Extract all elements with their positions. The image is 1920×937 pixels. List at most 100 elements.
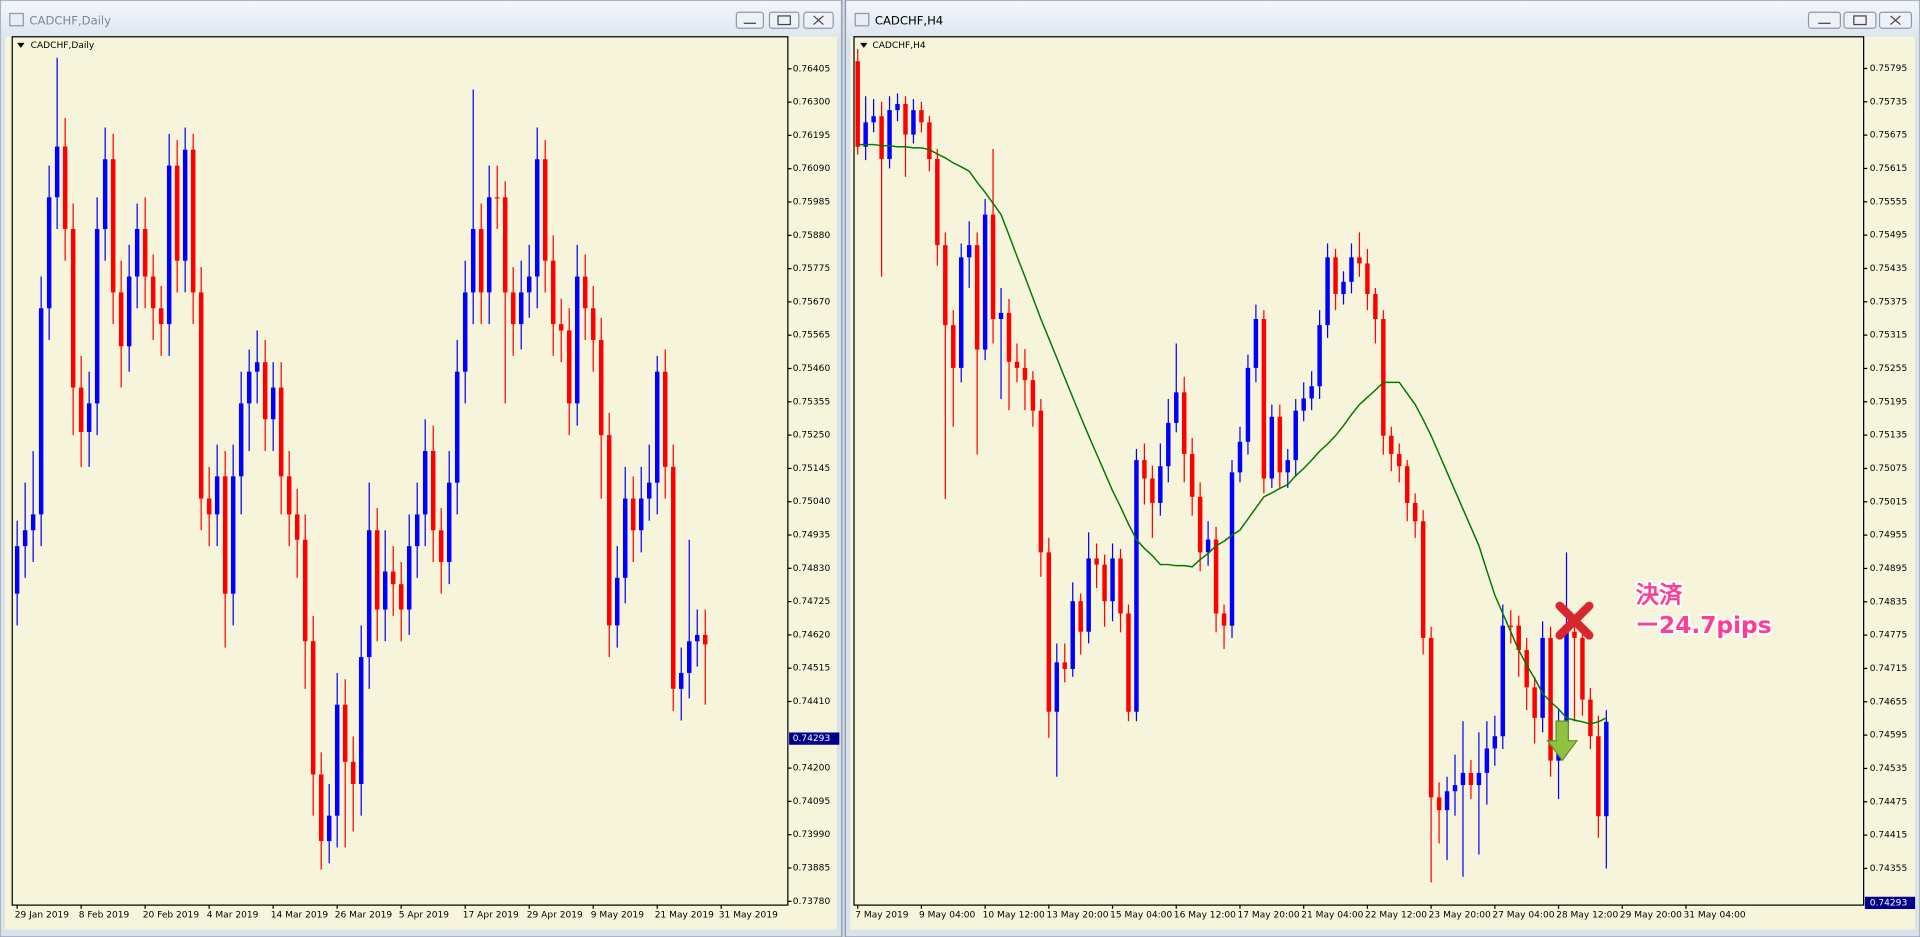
y-tick-label: 0.73885	[793, 864, 830, 874]
y-tick-label: 0.75355	[793, 397, 830, 407]
candle-body	[1476, 772, 1482, 786]
candle-body	[1548, 637, 1553, 761]
candle-body	[1404, 466, 1410, 503]
candle-body	[134, 228, 140, 277]
candle-body	[982, 214, 988, 350]
minimize-button[interactable]	[1807, 11, 1841, 29]
chart-title: CADCHF,Daily	[31, 41, 95, 51]
title-bar[interactable]	[846, 1, 1919, 39]
candle-body	[1389, 435, 1394, 455]
candle-body	[686, 641, 692, 673]
candle-body	[1014, 361, 1020, 368]
x-tick-label: 29 Apr 2019	[527, 910, 583, 920]
collapse-icon[interactable]	[860, 42, 868, 48]
window-icon	[854, 12, 870, 27]
candle-body	[118, 292, 124, 347]
candle-body	[566, 330, 572, 404]
y-tick-label: 0.74725	[793, 597, 830, 607]
candle-body	[518, 292, 524, 325]
x-tick-label: 29 May 20:00	[1620, 910, 1682, 920]
candle-body	[1118, 558, 1123, 614]
candle-body	[358, 657, 364, 784]
candle-body	[1349, 257, 1354, 282]
window-title: CADCHF,H4	[875, 13, 943, 27]
y-tick-label: 0.75565	[793, 331, 830, 341]
candle-body	[270, 387, 276, 420]
x-tick-label: 22 May 12:00	[1365, 910, 1427, 920]
candle-body	[582, 276, 588, 309]
x-tick-label: 9 May 2019	[591, 910, 645, 920]
y-tick-label: 0.75675	[1870, 131, 1907, 141]
x-icon	[1555, 601, 1594, 640]
candle-body	[1381, 319, 1386, 436]
candle-body	[1444, 791, 1450, 811]
candle-body	[30, 514, 36, 531]
y-tick-label: 0.75015	[1870, 497, 1907, 507]
candle-body	[46, 197, 52, 309]
candle-body	[438, 530, 444, 562]
y-tick-label: 0.76195	[793, 131, 830, 141]
candle-body	[350, 761, 356, 784]
candle-body	[262, 362, 268, 420]
minimize-button[interactable]	[735, 11, 764, 29]
candle-body	[1301, 398, 1306, 411]
candle-body	[1468, 772, 1474, 786]
x-tick-label: 21 May 04:00	[1301, 910, 1363, 920]
candle-body	[462, 292, 468, 372]
candle-body	[703, 634, 708, 645]
candle-body	[142, 228, 148, 277]
candle-body	[22, 530, 28, 547]
candle-body	[558, 324, 564, 331]
candle-body	[166, 165, 172, 325]
candle-body	[614, 577, 620, 626]
candle-body	[974, 245, 980, 350]
candle-body	[1452, 785, 1458, 792]
candle-body	[294, 514, 300, 540]
y-tick-label: 0.75985	[793, 198, 830, 208]
candle-body	[1030, 380, 1036, 411]
x-tick-label: 23 May 20:00	[1429, 910, 1491, 920]
candle-body	[454, 371, 460, 483]
current-price-label: 0.74293	[793, 734, 831, 744]
icon	[1853, 15, 1867, 26]
y-tick-label: 0.74655	[1870, 697, 1907, 707]
candle-body	[494, 197, 500, 199]
candle-body	[1174, 392, 1179, 423]
y-tick-label: 0.74535	[1870, 764, 1907, 774]
candle-body	[334, 704, 340, 816]
plot-frame	[11, 36, 789, 906]
candle-body	[1564, 631, 1569, 725]
candle-body	[1604, 721, 1609, 817]
y-tick-label: 0.75735	[1870, 97, 1907, 107]
candle-body	[1134, 460, 1139, 712]
y-tick-label: 0.74200	[793, 764, 831, 774]
candle-body	[1181, 392, 1187, 455]
candle-body	[38, 308, 44, 515]
candle-body	[1508, 625, 1513, 627]
plots: 0.76405 0.76300 0.76195 0.76090 0.75985 0.758…	[15, 49, 1916, 920]
y-tick-label: 0.75495	[1870, 231, 1907, 241]
title-bar[interactable]	[1, 1, 841, 39]
x-tick-label: 10 May 12:00	[983, 910, 1045, 920]
chart-background	[4, 36, 837, 930]
restore-button[interactable]	[768, 11, 800, 29]
candle-body	[470, 228, 476, 293]
moving-average	[857, 143, 1607, 725]
current-price-label: 0.74293	[1870, 898, 1908, 908]
candle-body	[695, 634, 700, 642]
candle-body	[86, 403, 92, 432]
candle-body	[622, 498, 628, 578]
candle-body	[903, 104, 908, 135]
candle-body	[318, 774, 324, 842]
restore-button[interactable]	[1843, 11, 1877, 29]
candle-body	[1516, 625, 1521, 651]
y-tick-label: 0.75795	[1870, 64, 1907, 74]
collapse-icon[interactable]	[17, 42, 25, 48]
y-tick-label: 0.74715	[1870, 664, 1907, 674]
y-tick-label: 0.75195	[1870, 397, 1907, 407]
candle-body	[895, 104, 900, 111]
x-tick-label: 14 Mar 2019	[271, 910, 329, 920]
candle-body	[1397, 454, 1402, 467]
candle-body	[927, 122, 932, 160]
y-tick-label: 0.75775	[793, 264, 830, 274]
